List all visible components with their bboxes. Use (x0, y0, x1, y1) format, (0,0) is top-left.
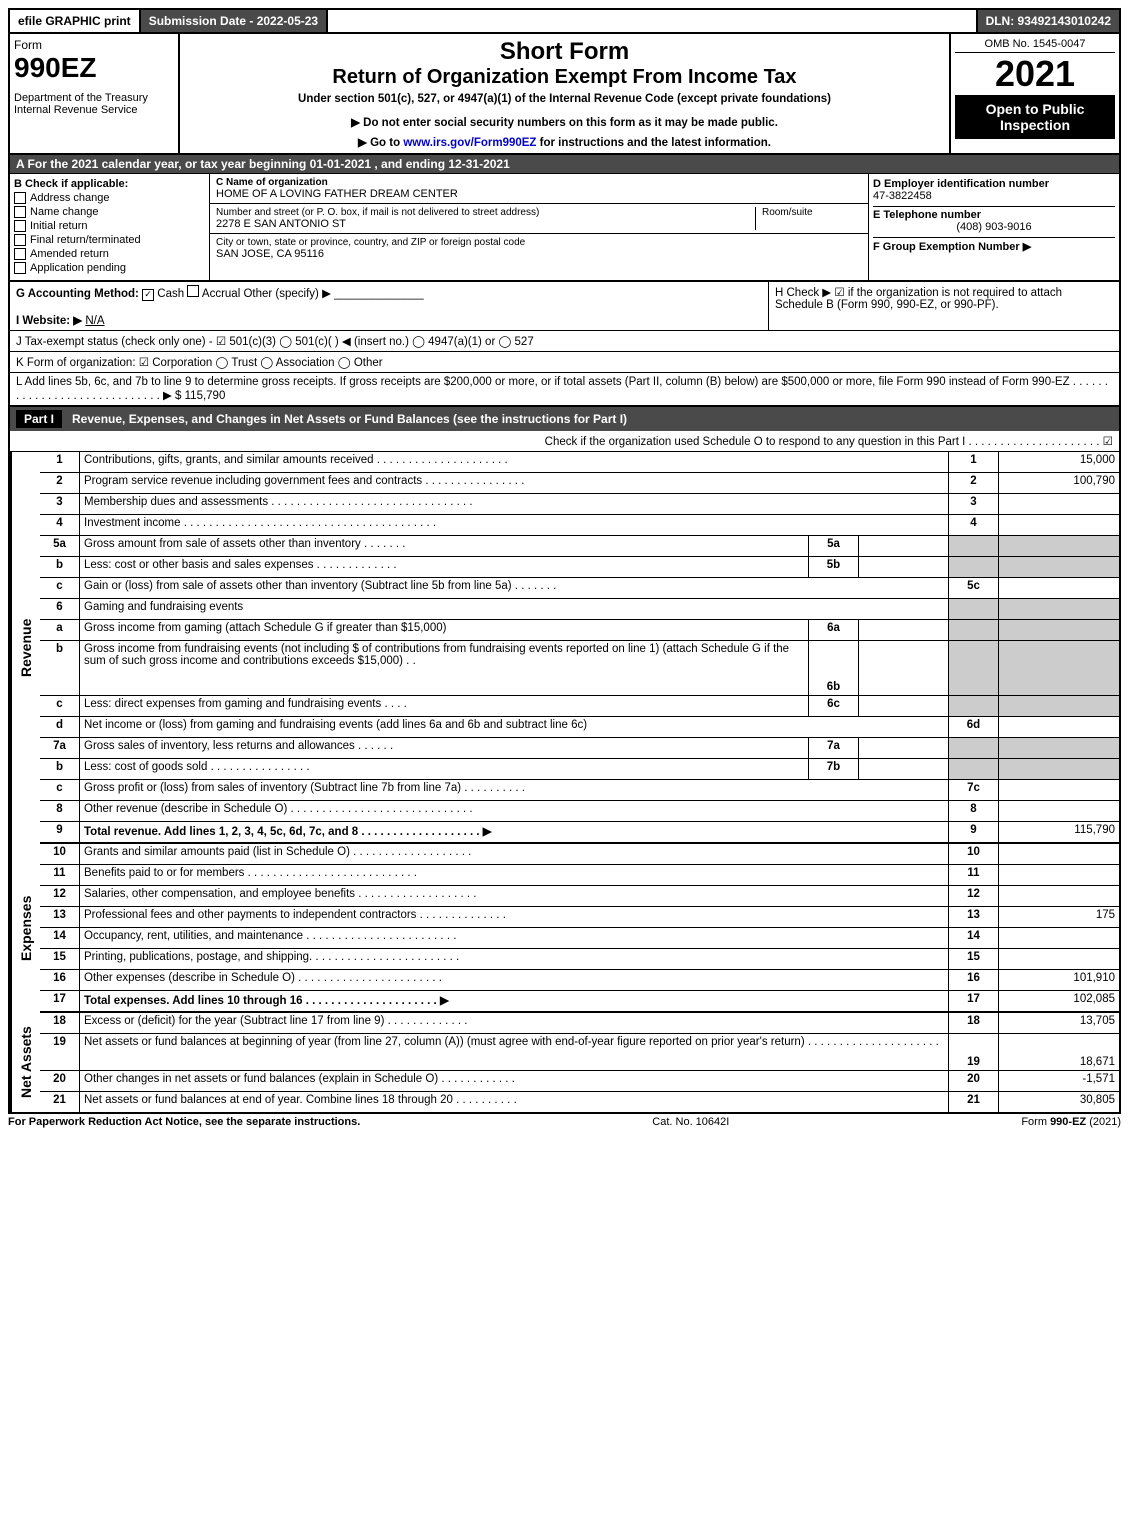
section-l: L Add lines 5b, 6c, and 7b to line 9 to … (8, 373, 1121, 407)
section-g-h: G Accounting Method: ✓ Cash Accrual Othe… (8, 282, 1121, 331)
subtitle: Under section 501(c), 527, or 4947(a)(1)… (184, 93, 945, 105)
section-d-e-f: D Employer identification number 47-3822… (869, 174, 1119, 280)
line-21-val: 30,805 (999, 1092, 1119, 1112)
total-revenue: 115,790 (999, 822, 1119, 842)
line-2-val: 100,790 (999, 473, 1119, 493)
irs-label: Internal Revenue Service (14, 104, 174, 116)
side-label-expenses: Expenses (10, 844, 40, 1013)
checkbox-cash[interactable]: ✓ (142, 289, 154, 301)
checkbox-address-change[interactable] (14, 192, 26, 204)
org-info-grid: B Check if applicable: Address change Na… (8, 174, 1121, 282)
checkbox-name-change[interactable] (14, 206, 26, 218)
open-public: Open to Public Inspection (955, 95, 1115, 139)
org-name: HOME OF A LOVING FATHER DREAM CENTER (216, 188, 862, 200)
gross-receipts: 115,790 (185, 390, 226, 402)
phone: (408) 903-9016 (873, 221, 1115, 233)
line-1-num: 1 (40, 452, 80, 472)
dln: DLN: 93492143010242 (976, 10, 1119, 32)
page-footer: For Paperwork Reduction Act Notice, see … (8, 1114, 1121, 1128)
dept-treasury: Department of the Treasury (14, 92, 174, 104)
section-b: B Check if applicable: Address change Na… (10, 174, 210, 280)
side-label-net-assets: Net Assets (10, 1013, 40, 1112)
section-h: H Check ▶ ☑ if the organization is not r… (769, 282, 1119, 330)
org-city: SAN JOSE, CA 95116 (216, 248, 862, 260)
form-number: 990EZ (14, 52, 174, 84)
tax-year: 2021 (955, 53, 1115, 95)
footer-right: Form 990-EZ (2021) (1021, 1116, 1121, 1128)
footer-left: For Paperwork Reduction Act Notice, see … (8, 1116, 360, 1128)
return-title: Return of Organization Exempt From Incom… (184, 66, 945, 89)
top-bar: efile GRAPHIC print Submission Date - 20… (8, 8, 1121, 34)
line-13-val: 175 (999, 907, 1119, 927)
line-19-val: 18,671 (999, 1034, 1119, 1070)
revenue-table: Revenue 1 Contributions, gifts, grants, … (8, 452, 1121, 1114)
submission-date: Submission Date - 2022-05-23 (141, 10, 328, 32)
short-form-title: Short Form (184, 38, 945, 66)
group-exemption: F Group Exemption Number ▶ (873, 237, 1115, 253)
checkbox-final-return[interactable] (14, 234, 26, 246)
part-1-header: Part I Revenue, Expenses, and Changes in… (8, 407, 1121, 431)
line-16-val: 101,910 (999, 970, 1119, 990)
line-1-val: 15,000 (999, 452, 1119, 472)
ssn-note: ▶ Do not enter social security numbers o… (184, 115, 945, 129)
line-18-val: 13,705 (999, 1013, 1119, 1033)
line-20-val: -1,571 (999, 1071, 1119, 1091)
checkbox-amended[interactable] (14, 248, 26, 260)
omb-number: OMB No. 1545-0047 (955, 38, 1115, 53)
form-header: Form 990EZ Department of the Treasury In… (8, 34, 1121, 155)
goto-note: ▶ Go to www.irs.gov/Form990EZ for instru… (184, 135, 945, 149)
website: N/A (85, 315, 104, 327)
part-1-check: Check if the organization used Schedule … (8, 431, 1121, 452)
side-label-revenue: Revenue (10, 452, 40, 844)
section-c: C Name of organization HOME OF A LOVING … (210, 174, 869, 280)
section-k: K Form of organization: ☑ Corporation ◯ … (8, 352, 1121, 373)
line-1-desc: Contributions, gifts, grants, and simila… (80, 452, 949, 472)
form-label: Form (14, 38, 174, 52)
irs-link[interactable]: www.irs.gov/Form990EZ (403, 137, 536, 149)
total-expenses: 102,085 (999, 991, 1119, 1011)
efile-print[interactable]: efile GRAPHIC print (10, 10, 141, 32)
org-street: 2278 E SAN ANTONIO ST (216, 218, 755, 230)
checkbox-initial-return[interactable] (14, 220, 26, 232)
section-a: A For the 2021 calendar year, or tax yea… (8, 155, 1121, 174)
ein: 47-3822458 (873, 190, 1115, 202)
checkbox-accrual[interactable] (187, 285, 199, 297)
footer-center: Cat. No. 10642I (652, 1116, 729, 1128)
section-j: J Tax-exempt status (check only one) - ☑… (8, 331, 1121, 352)
checkbox-pending[interactable] (14, 262, 26, 274)
